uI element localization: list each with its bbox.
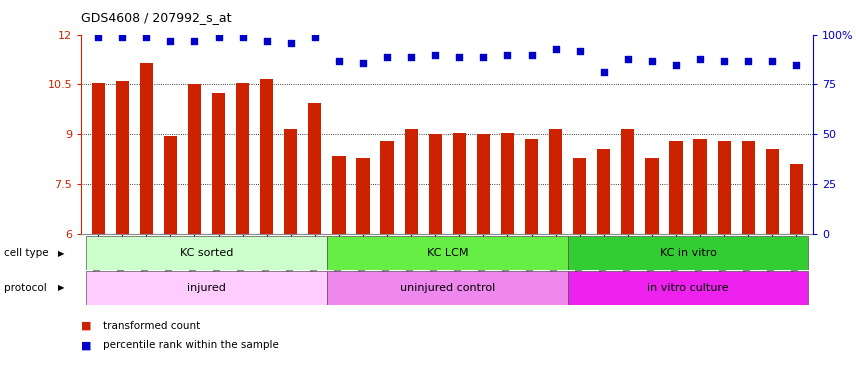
- Point: [211, 33, 225, 40]
- Bar: [429, 134, 442, 234]
- Text: transformed count: transformed count: [103, 321, 200, 331]
- Point: [308, 33, 322, 40]
- Bar: [187, 84, 201, 234]
- Point: [789, 61, 803, 68]
- Point: [356, 60, 370, 66]
- Point: [235, 33, 249, 40]
- Bar: [92, 83, 104, 234]
- Bar: [405, 129, 418, 234]
- Point: [140, 33, 153, 40]
- Point: [501, 51, 514, 58]
- Point: [693, 55, 707, 61]
- Point: [404, 53, 418, 60]
- Bar: [284, 129, 297, 234]
- Bar: [693, 139, 707, 234]
- Text: ▶: ▶: [58, 283, 65, 293]
- Bar: [308, 103, 322, 234]
- Text: KC LCM: KC LCM: [426, 248, 468, 258]
- Point: [380, 53, 394, 60]
- Text: KC in vitro: KC in vitro: [660, 248, 716, 258]
- Bar: [765, 149, 779, 234]
- Bar: [356, 158, 370, 234]
- Bar: [568, 236, 808, 270]
- Point: [549, 45, 562, 51]
- Bar: [453, 133, 466, 234]
- Text: injured: injured: [187, 283, 226, 293]
- Bar: [501, 133, 514, 234]
- Text: protocol: protocol: [4, 283, 47, 293]
- Bar: [645, 158, 658, 234]
- Point: [92, 33, 105, 40]
- Text: ■: ■: [81, 321, 92, 331]
- Point: [573, 48, 586, 54]
- Bar: [212, 93, 225, 234]
- Point: [621, 55, 634, 61]
- Bar: [549, 129, 562, 234]
- Point: [453, 53, 467, 60]
- Bar: [260, 79, 273, 234]
- Point: [765, 58, 779, 64]
- Point: [477, 53, 490, 60]
- Point: [428, 51, 442, 58]
- Point: [260, 38, 274, 44]
- Text: uninjured control: uninjured control: [400, 283, 495, 293]
- Text: GDS4608 / 207992_s_at: GDS4608 / 207992_s_at: [81, 12, 232, 25]
- Bar: [717, 141, 731, 234]
- Bar: [741, 141, 755, 234]
- Text: in vitro culture: in vitro culture: [647, 283, 728, 293]
- Bar: [332, 156, 346, 234]
- Bar: [86, 271, 327, 305]
- Point: [645, 58, 659, 64]
- Bar: [236, 83, 249, 234]
- Point: [116, 33, 129, 40]
- Bar: [573, 158, 586, 234]
- Text: percentile rank within the sample: percentile rank within the sample: [103, 340, 278, 350]
- Bar: [597, 149, 610, 234]
- Point: [332, 58, 346, 64]
- Text: KC sorted: KC sorted: [180, 248, 233, 258]
- Point: [669, 61, 683, 68]
- Point: [187, 38, 201, 44]
- Bar: [669, 141, 682, 234]
- Bar: [327, 271, 568, 305]
- Text: cell type: cell type: [4, 248, 49, 258]
- Bar: [327, 236, 568, 270]
- Bar: [790, 164, 803, 234]
- Bar: [621, 129, 634, 234]
- Bar: [86, 236, 327, 270]
- Bar: [116, 81, 129, 234]
- Bar: [477, 134, 490, 234]
- Bar: [380, 141, 394, 234]
- Point: [525, 51, 538, 58]
- Bar: [568, 271, 808, 305]
- Bar: [163, 136, 177, 234]
- Point: [597, 70, 610, 76]
- Point: [717, 58, 731, 64]
- Point: [163, 38, 177, 44]
- Point: [741, 58, 755, 64]
- Bar: [140, 63, 153, 234]
- Bar: [525, 139, 538, 234]
- Text: ■: ■: [81, 340, 92, 350]
- Point: [284, 40, 298, 46]
- Text: ▶: ▶: [58, 248, 65, 258]
